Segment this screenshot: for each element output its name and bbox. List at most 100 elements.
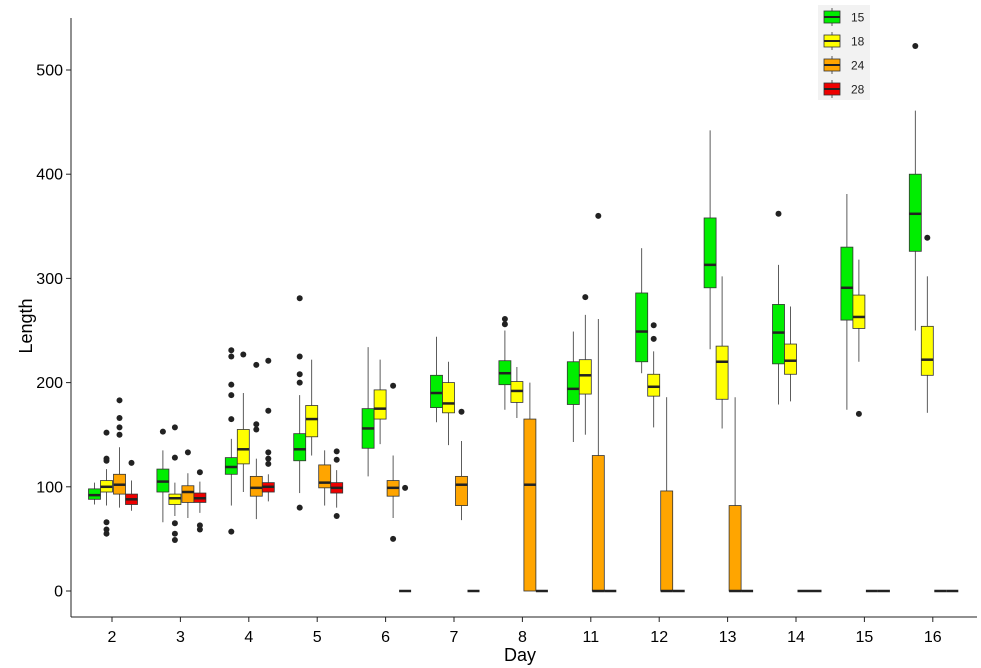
box-15-day-6: [361, 347, 375, 477]
y-tick-label: 400: [36, 167, 63, 184]
outlier-point: [171, 536, 178, 543]
box-18-day-12: [647, 322, 661, 428]
outlier-point: [390, 382, 397, 389]
box-body: [373, 389, 387, 420]
x-tick-label: 14: [787, 629, 805, 646]
legend-item-28: 28: [823, 80, 865, 98]
outlier-point: [253, 421, 260, 428]
box-24-day-13: [728, 397, 742, 593]
outlier-point: [103, 519, 110, 526]
box-15-day-15: [840, 193, 854, 410]
outlier-point: [458, 408, 465, 415]
box-28-day-4: [261, 357, 275, 502]
outlier-point: [228, 416, 235, 423]
box-body: [455, 475, 468, 506]
box-body: [293, 433, 307, 462]
x-tick-label: 3: [176, 629, 185, 646]
outlier-point: [265, 460, 272, 467]
x-tick-label: 4: [244, 629, 253, 646]
outlier-point: [296, 379, 303, 386]
outlier-point: [265, 449, 272, 456]
outlier-point: [296, 504, 303, 511]
box-body: [840, 246, 854, 321]
box-body: [703, 217, 717, 289]
box-body: [772, 304, 785, 365]
box-body: [647, 373, 661, 397]
box-body: [236, 429, 250, 465]
outlier-point: [501, 316, 508, 323]
outlier-point: [116, 431, 123, 438]
box-28-day-2: [125, 459, 138, 511]
outlier-point: [296, 295, 303, 302]
box-24-day-7: [455, 408, 468, 521]
box-24-day-12: [660, 397, 674, 593]
box-body: [430, 374, 443, 409]
legend-item-24: 24: [823, 56, 865, 74]
outlier-point: [912, 43, 919, 50]
box-18-day-2: [100, 429, 113, 537]
outlier-point: [296, 353, 303, 360]
outlier-point: [390, 535, 397, 542]
axes: 0 100 200 300 400 500 2 3 4 5 6 7 8 11 12 13 14 15 16: [36, 18, 977, 646]
outlier-point: [228, 528, 235, 535]
outlier-point: [103, 526, 110, 533]
x-tick-label: 15: [856, 629, 874, 646]
box-18-day-11: [578, 294, 592, 435]
outlier-point: [103, 429, 110, 436]
outlier-point: [171, 424, 178, 431]
outlier-point: [924, 234, 931, 241]
x-tick-label: 7: [450, 629, 459, 646]
box-24-day-2: [113, 397, 126, 508]
x-tick-label: 2: [108, 629, 117, 646]
outlier-point: [171, 530, 178, 537]
box-24-day-8: [523, 382, 537, 592]
box-body: [715, 345, 729, 400]
box-body: [566, 361, 580, 405]
x-tick-label: 11: [582, 629, 599, 646]
box-18-day-5: [305, 359, 319, 456]
box-body: [181, 485, 195, 503]
outlier-point: [228, 381, 235, 388]
y-tick-label: 500: [36, 63, 63, 80]
box-body: [728, 505, 742, 592]
outlier-point: [116, 397, 123, 404]
box-body: [635, 292, 649, 363]
outlier-point: [253, 361, 260, 368]
outlier-point: [240, 351, 247, 358]
outlier-point: [103, 530, 110, 537]
outlier-point: [228, 392, 235, 399]
box-body: [442, 382, 455, 414]
outlier-point: [171, 454, 178, 461]
box-body: [318, 464, 332, 489]
box-24-day-5: [318, 450, 332, 506]
y-tick-label: 100: [36, 479, 63, 496]
outlier-point: [333, 448, 340, 455]
box-18-day-7: [442, 361, 455, 446]
outlier-point: [855, 410, 862, 417]
box-18-day-8: [510, 366, 524, 419]
box-body: [660, 490, 674, 592]
plot-area: [88, 43, 959, 593]
x-tick-label: 5: [313, 629, 322, 646]
outlier-point: [296, 371, 303, 378]
y-tick-label: 300: [36, 271, 63, 288]
box-15-day-2: [88, 482, 101, 505]
outlier-point: [333, 512, 340, 519]
box-15-day-11: [566, 331, 580, 442]
legend-item-15: 15: [823, 8, 865, 26]
box-body: [852, 294, 866, 329]
outlier-point: [228, 353, 235, 360]
outlier-point: [116, 424, 123, 431]
box-18-day-15: [852, 259, 866, 417]
box-body: [591, 455, 605, 592]
outlier-point: [650, 335, 657, 342]
legend-item-18: 18: [823, 32, 865, 50]
y-tick-label: 200: [36, 375, 63, 392]
outlier-point: [159, 428, 166, 435]
box-18-day-13: [715, 276, 729, 429]
outlier-point: [253, 426, 260, 433]
box-28-day-3: [193, 469, 207, 533]
outlier-point: [265, 357, 272, 364]
outlier-point: [196, 469, 203, 476]
x-axis-title: Day: [504, 645, 536, 665]
